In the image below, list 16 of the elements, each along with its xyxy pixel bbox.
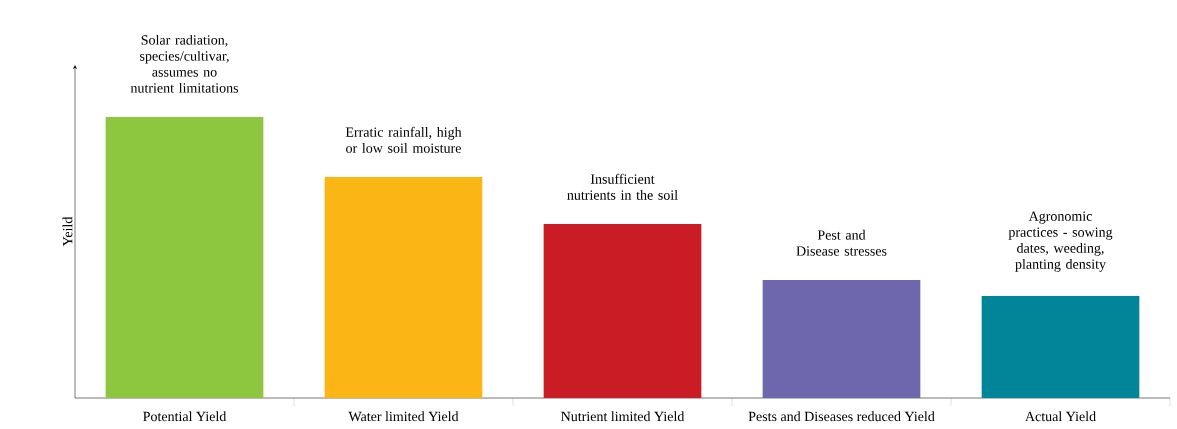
bar (543, 224, 702, 398)
y-axis-title: Yeild (62, 216, 73, 247)
bar (324, 177, 483, 398)
bar (762, 279, 921, 398)
annotation: Solar radiation, species/cultivar, assumes no nutrient limitations (130, 34, 239, 93)
annotation: Erratic rainfall, high or low soil moisture (345, 126, 462, 153)
bar (105, 116, 264, 398)
annotation: Insufficient nutrients in the soil (567, 173, 678, 200)
x-tick-label: Water limited Yield (348, 411, 459, 422)
x-tick-label: Actual Yield (1025, 411, 1096, 422)
x-tick-label: Potential Yield (143, 411, 227, 422)
bar (981, 295, 1140, 398)
annotation: Agronomic practices - sowing dates, weeding, planting density (1008, 211, 1113, 272)
x-tick-label: Pests and Diseases reduced Yield (748, 411, 935, 422)
annotation: Pest and Disease stresses (796, 229, 887, 256)
x-tick-label: Nutrient limited Yield (561, 411, 685, 422)
